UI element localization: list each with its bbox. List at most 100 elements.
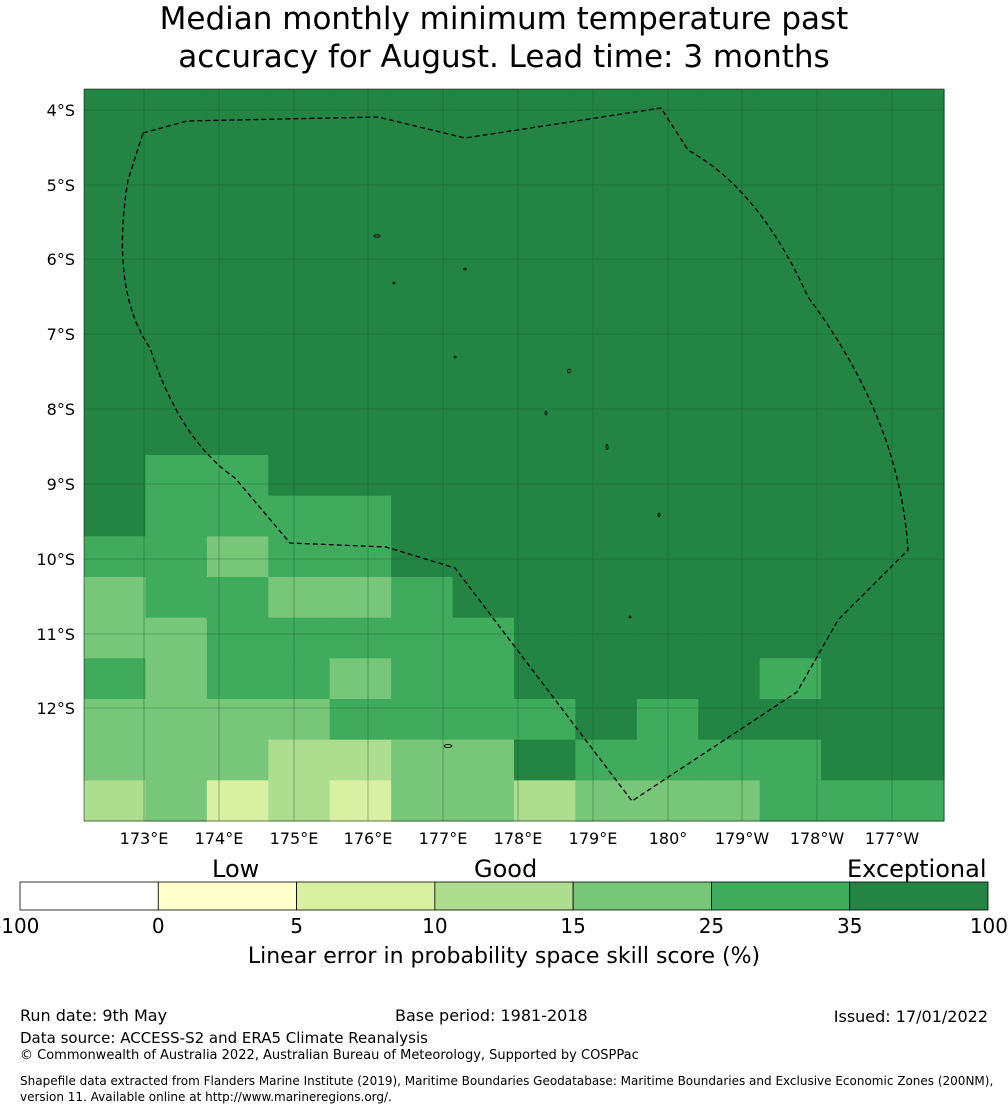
longitude-tick-label: 179°E <box>569 829 618 848</box>
grid-cell <box>268 455 331 497</box>
grid-cell <box>759 699 822 741</box>
grid-cell <box>206 211 269 253</box>
grid-cell <box>145 495 208 537</box>
grid-cell <box>329 89 392 131</box>
grid-cell <box>821 780 884 822</box>
grid-cell <box>882 699 945 741</box>
grid-cell <box>268 780 331 822</box>
latitude-labels: 4°S 5°S 6°S 7°S 8°S 9°S 10°S 11°S 12°S <box>36 101 75 718</box>
grid-cell <box>84 89 147 131</box>
island-outline <box>443 744 453 748</box>
grid-cell <box>575 170 638 212</box>
grid-cell <box>759 292 822 334</box>
grid-cell <box>514 495 577 537</box>
grid-cell <box>759 617 822 659</box>
grid-cell <box>575 658 638 700</box>
grid-cell <box>145 170 208 212</box>
grid-cell <box>882 129 945 171</box>
grid-cell <box>329 414 392 456</box>
grid-cell <box>329 373 392 415</box>
grid-cell <box>268 292 331 334</box>
grid-cell <box>759 455 822 497</box>
latitude-tick-label: 9°S <box>47 475 75 494</box>
skill-map: 4°S 5°S 6°S 7°S 8°S 9°S 10°S 11°S 12°S 173°E 174°… <box>36 88 945 848</box>
grid-cell <box>698 414 761 456</box>
colorbar-tick-label: 15 <box>560 914 586 938</box>
grid-cell <box>329 170 392 212</box>
grid-cell <box>514 699 577 741</box>
grid-cell <box>329 617 392 659</box>
grid-cell <box>206 129 269 171</box>
grid-cell <box>452 495 515 537</box>
grid-cell <box>575 129 638 171</box>
chart-title: Median monthly minimum temperature past … <box>0 0 1008 76</box>
grid-cell <box>145 333 208 375</box>
grid-cell <box>575 333 638 375</box>
colorbar-label: Linear error in probability space skill … <box>247 944 761 969</box>
latitude-tick-label: 11°S <box>36 625 75 644</box>
grid-cell <box>329 211 392 253</box>
grid-cell <box>698 333 761 375</box>
grid-cell <box>882 251 945 293</box>
grid-cell <box>268 129 331 171</box>
grid-cell <box>206 373 269 415</box>
grid-cell <box>821 536 884 578</box>
grid-cell <box>206 170 269 212</box>
run-date: Run date: 9th May <box>20 1006 168 1025</box>
grid-cell <box>84 373 147 415</box>
grid-cell <box>391 89 454 131</box>
grid-cell <box>759 414 822 456</box>
grid-cell <box>882 414 945 456</box>
grid-cell <box>145 617 208 659</box>
grid-cell <box>514 333 577 375</box>
grid-cell <box>206 577 269 619</box>
grid-cell <box>391 292 454 334</box>
grid-cell <box>514 251 577 293</box>
grid-cell <box>452 536 515 578</box>
island-outline <box>463 267 467 271</box>
grid-cell <box>84 658 147 700</box>
grid-cell <box>698 780 761 822</box>
grid-cell <box>145 373 208 415</box>
grid-cell <box>145 699 208 741</box>
grid-cell <box>575 373 638 415</box>
grid-cell <box>759 373 822 415</box>
longitude-tick-label: 174°E <box>195 829 244 848</box>
grid-cell <box>145 414 208 456</box>
grid-cell <box>391 170 454 212</box>
colorbar <box>19 881 989 911</box>
grid-cell <box>882 211 945 253</box>
grid-cell <box>514 89 577 131</box>
grid-cell <box>821 455 884 497</box>
grid-cell <box>514 780 577 822</box>
grid-cell <box>514 129 577 171</box>
grid-cell <box>698 292 761 334</box>
copyright: © Commonwealth of Australia 2022, Austra… <box>20 1048 639 1063</box>
grid-cell <box>84 211 147 253</box>
grid-cell <box>698 251 761 293</box>
grid-cell <box>514 536 577 578</box>
grid-cell <box>145 658 208 700</box>
grid-cell <box>821 333 884 375</box>
grid-cell <box>575 495 638 537</box>
grid-cell <box>452 373 515 415</box>
grid-cell <box>268 414 331 456</box>
grid-cell <box>514 577 577 619</box>
grid-cell <box>821 495 884 537</box>
data-source: Data source: ACCESS-S2 and ERA5 Climate … <box>20 1029 428 1047</box>
grid-cell <box>452 739 515 781</box>
shapefile-credit-line-1: Shapefile data extracted from Flanders M… <box>20 1074 994 1088</box>
grid-cell <box>268 373 331 415</box>
grid-cell <box>575 455 638 497</box>
colorbar-tick-label: 25 <box>698 914 725 938</box>
grid-cell <box>452 251 515 293</box>
grid-cell <box>452 170 515 212</box>
longitude-tick-label: 176°E <box>344 829 393 848</box>
grid-cell <box>329 333 392 375</box>
longitude-labels: 173°E 174°E 175°E 176°E 177°E 178°E 179°E 180° 1… <box>120 829 920 848</box>
latitude-tick-label: 6°S <box>47 250 75 269</box>
colorbar-tick-label: 0 <box>151 914 165 938</box>
grid-cell <box>452 780 515 822</box>
grid-cell <box>206 455 269 497</box>
grid-cell <box>84 333 147 375</box>
